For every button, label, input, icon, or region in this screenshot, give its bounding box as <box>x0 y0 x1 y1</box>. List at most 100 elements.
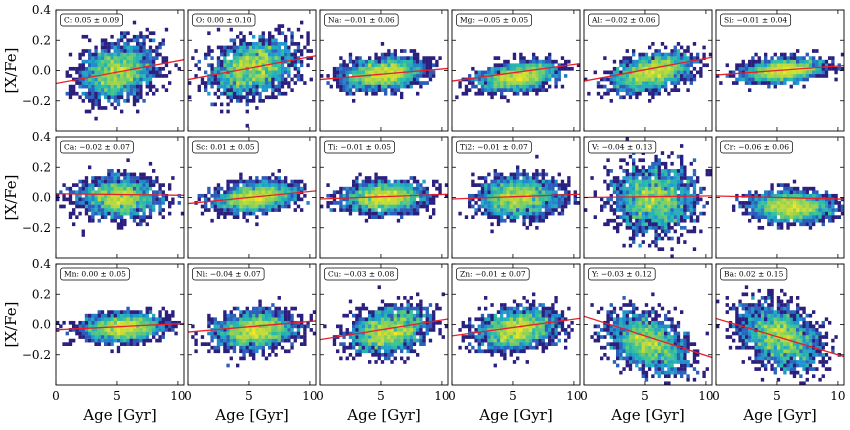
histogram-bin <box>342 66 346 71</box>
histogram-bin <box>554 179 558 184</box>
histogram-bin <box>644 169 649 173</box>
histogram-bin <box>216 201 221 205</box>
histogram-bin <box>290 56 294 60</box>
histogram-bin <box>664 52 668 57</box>
histogram-bin <box>223 77 227 82</box>
histogram-bin <box>280 42 285 46</box>
histogram-bin <box>75 197 79 202</box>
histogram-bin <box>387 204 391 209</box>
histogram-bin <box>293 81 297 85</box>
histogram-bin <box>62 197 66 202</box>
histogram-bin <box>94 204 98 209</box>
histogram-bin <box>628 74 633 78</box>
histogram-bin <box>754 197 758 202</box>
histogram-bin <box>139 91 143 96</box>
histogram-bin <box>532 81 536 85</box>
histogram-bin <box>738 201 742 205</box>
histogram-bin <box>808 208 813 212</box>
histogram-bin <box>409 49 413 53</box>
histogram-bin <box>480 81 485 85</box>
histogram-bin <box>821 215 825 219</box>
histogram-bin <box>525 186 529 191</box>
histogram-bin <box>680 218 684 223</box>
histogram-bin <box>496 56 501 60</box>
histogram-bin <box>654 233 658 237</box>
histogram-bin <box>676 42 681 46</box>
histogram-bin <box>226 102 230 107</box>
histogram-bin <box>277 42 281 46</box>
histogram-bin <box>696 201 700 205</box>
histogram-bin <box>152 70 156 75</box>
histogram-bin <box>612 179 617 184</box>
histogram-bin <box>532 211 536 216</box>
histogram-bin <box>480 183 485 187</box>
histogram-bin <box>68 342 73 346</box>
histogram-bin <box>393 81 397 85</box>
histogram-bin <box>139 218 143 223</box>
histogram-bin <box>648 176 652 180</box>
histogram-bin <box>361 179 365 184</box>
histogram-bin <box>824 70 829 75</box>
histogram-bin <box>477 197 481 202</box>
histogram-bin <box>100 328 105 332</box>
histogram-bin <box>107 77 111 82</box>
histogram-bin <box>815 193 819 198</box>
histogram-bin <box>110 70 114 75</box>
histogram-bin <box>400 74 404 78</box>
histogram-bin <box>236 328 240 332</box>
histogram-bin <box>760 77 765 82</box>
histogram-bin <box>113 106 117 110</box>
histogram-bin <box>821 197 825 202</box>
histogram-bin <box>364 186 369 191</box>
histogram-bin <box>757 225 761 230</box>
histogram-bin <box>525 81 529 85</box>
histogram-bin <box>384 176 388 180</box>
histogram-bin <box>280 49 285 53</box>
histogram-bin <box>638 56 642 60</box>
histogram-bin <box>616 204 620 209</box>
histogram-bin <box>512 211 517 216</box>
histogram-bin <box>142 197 146 202</box>
histogram-bin <box>139 328 143 332</box>
histogram-bin <box>287 74 291 78</box>
histogram-bin <box>100 197 105 202</box>
histogram-bin <box>277 197 281 202</box>
panel-c: C: 0.05 ± 0.09 <box>55 9 185 132</box>
histogram-bin <box>824 201 829 205</box>
histogram-bin <box>242 193 246 198</box>
histogram-bin <box>638 63 642 68</box>
histogram-bin <box>75 183 79 187</box>
histogram-bin <box>78 193 82 198</box>
histogram-bin <box>493 190 497 195</box>
histogram-bin <box>364 179 369 184</box>
histogram-bin <box>808 59 813 64</box>
histogram-bin <box>155 56 159 60</box>
histogram-bin <box>808 225 813 230</box>
histogram-bin <box>293 42 297 46</box>
histogram-bin <box>110 215 114 219</box>
histogram-bin <box>68 84 73 89</box>
histogram-bin <box>799 197 803 202</box>
histogram-bin <box>88 165 92 170</box>
histogram-bin <box>699 74 703 78</box>
histogram-bin <box>773 211 777 216</box>
histogram-bin <box>97 310 101 314</box>
histogram-bin <box>248 88 253 92</box>
histogram-bin <box>686 49 690 53</box>
histogram-bin <box>136 179 140 184</box>
histogram-bin <box>506 204 510 209</box>
panel-ni: Ni: −0.04 ± 0.07 <box>187 263 317 386</box>
histogram-bin <box>171 197 175 202</box>
histogram-bin <box>812 70 816 75</box>
panel-label-box <box>324 140 395 154</box>
histogram-bin <box>248 59 253 64</box>
histogram-bin <box>229 331 233 336</box>
histogram-bin <box>152 183 156 187</box>
histogram-bin <box>236 363 240 368</box>
histogram-bin <box>274 52 278 57</box>
histogram-bin <box>496 88 501 92</box>
histogram-bin <box>503 204 507 209</box>
histogram-bin <box>384 204 388 209</box>
histogram-bin <box>493 211 497 216</box>
histogram-bin <box>557 204 561 209</box>
